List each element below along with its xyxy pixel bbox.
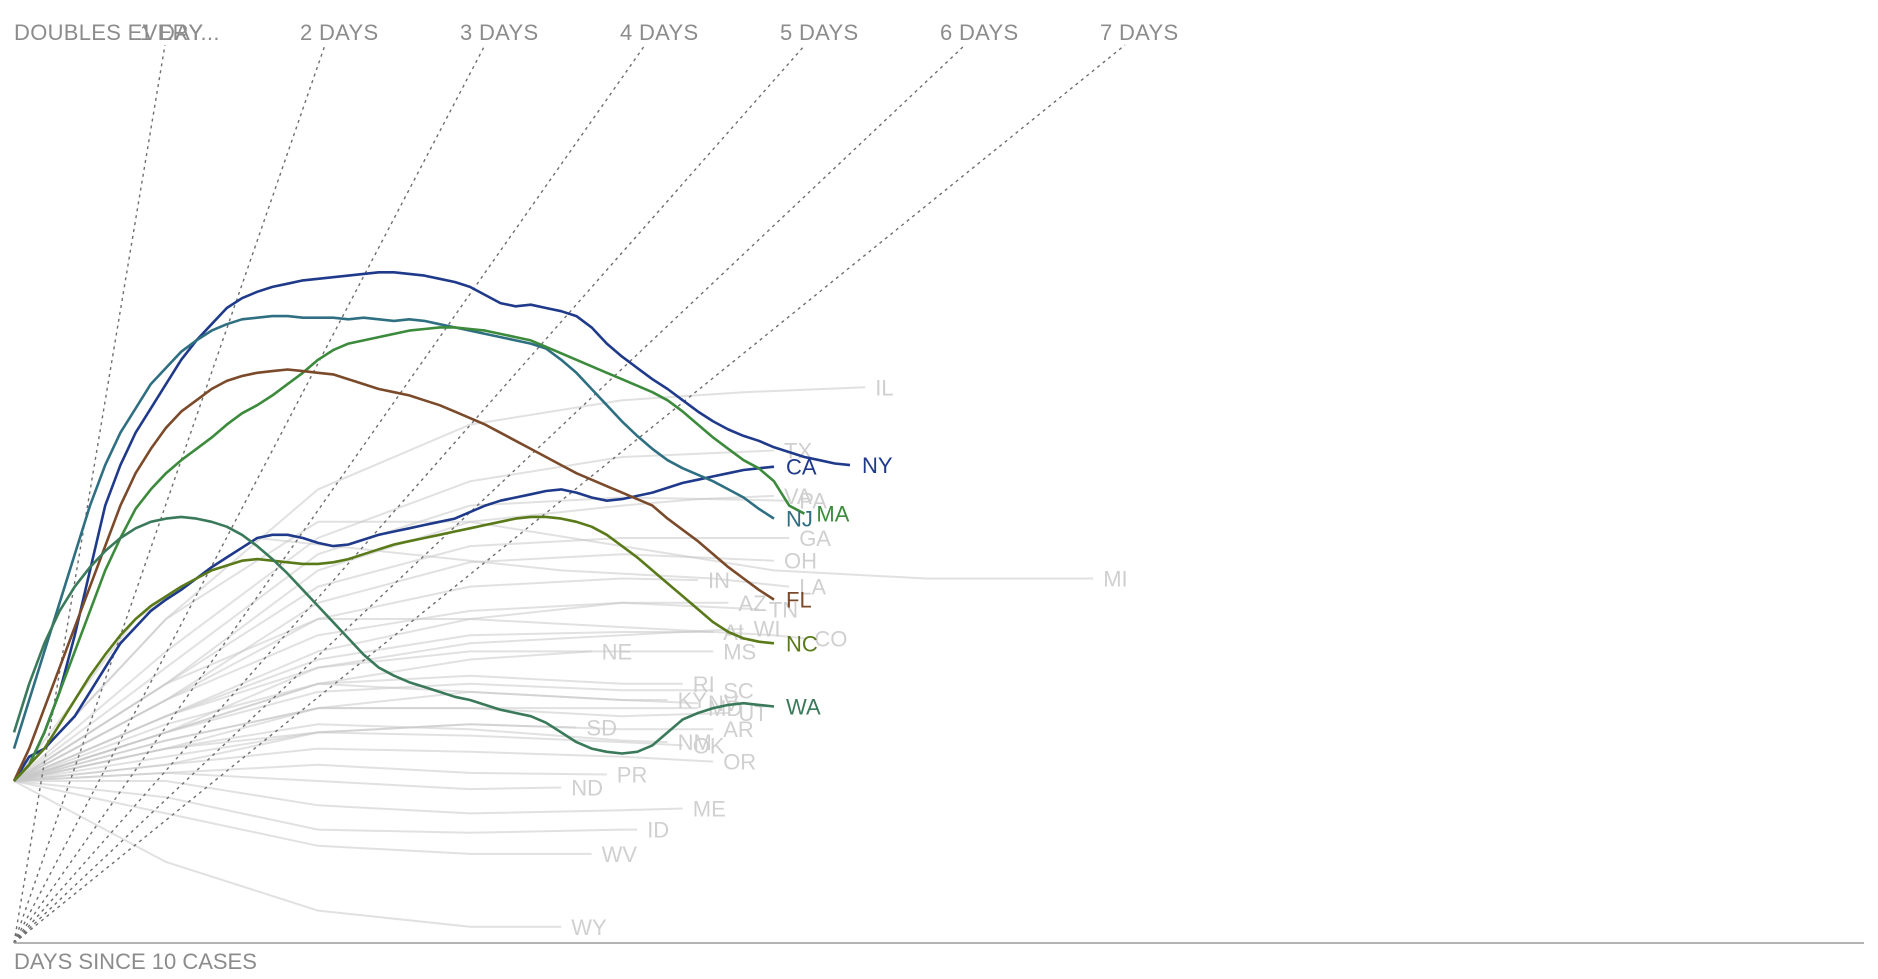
ref-line-1-day [13, 44, 166, 944]
series-line-nv [13, 682, 699, 782]
series-label-ar: AR [723, 717, 754, 742]
series-line-nc [13, 515, 775, 782]
series-label-ny: NY [862, 453, 893, 478]
series-line-nj [12, 314, 775, 749]
series-line-co [13, 618, 805, 782]
series-label-ky: KY [678, 688, 708, 713]
series-label-me: ME [693, 797, 726, 822]
ref-label-2-day: 2 DAYS [300, 20, 378, 45]
series-line-tn [13, 601, 759, 782]
series-label-in: IN [708, 568, 730, 593]
series-line-ca [12, 465, 775, 782]
ref-label-4-day: 4 DAYS [620, 20, 698, 45]
series-line-wy [13, 780, 562, 928]
series-label-id: ID [647, 818, 669, 843]
series-label-pa: PA [799, 489, 827, 514]
series-line-wv [13, 780, 592, 855]
series-label-nj: NJ [786, 507, 813, 532]
series-label-sc: SC [723, 678, 754, 703]
series-line-tx [13, 449, 775, 782]
series-label-nd: ND [571, 775, 603, 800]
series-label-or: OR [723, 750, 756, 775]
series-label-ok: OK [693, 733, 725, 758]
series-label-ga: GA [799, 526, 831, 551]
ref-line-5-day [13, 44, 806, 944]
series-label-wa: WA [786, 694, 821, 719]
series-line-ut [13, 707, 729, 782]
series-label-il: IL [875, 375, 893, 400]
series-label-oh: OH [784, 549, 817, 574]
series-label-wv: WV [602, 842, 638, 867]
ref-line-4-day [13, 44, 646, 944]
ref-line-6-day [13, 44, 966, 944]
series-line-ms [13, 650, 714, 782]
series-label-nc: NC [786, 631, 818, 656]
series-line-ny [13, 271, 851, 782]
series-label-mi: MI [1103, 567, 1127, 592]
ref-label-1-day: 1 DAY [140, 20, 203, 45]
series-label-tn: TN [769, 597, 798, 622]
ref-label-3-day: 3 DAYS [460, 20, 538, 45]
series-label-fl: FL [786, 588, 812, 613]
series-line-ma [13, 326, 806, 782]
series-line-or [13, 747, 714, 782]
series-label-wy: WY [571, 915, 607, 940]
series-line-ok [13, 731, 683, 782]
series-label-ma: MA [816, 502, 849, 527]
ref-label-7-day: 7 DAYS [1100, 20, 1178, 45]
series-line-mi [13, 520, 1094, 782]
series-label-wi: WI [754, 617, 781, 642]
series-line-fl [12, 368, 775, 782]
series-label-az: AZ [738, 591, 766, 616]
ref-line-3-day [13, 44, 486, 944]
series-line-nd [13, 771, 562, 791]
series-line-pa [13, 496, 790, 782]
series-line-ar [13, 723, 714, 782]
series-label-co: CO [814, 626, 847, 651]
x-axis-label: DAYS SINCE 10 CASES [14, 949, 257, 974]
ref-line-2-day [13, 44, 326, 944]
series-label-nm: NM [678, 730, 712, 755]
series-line-me [14, 780, 683, 815]
series-label-la: LA [799, 575, 826, 600]
series-label-ms: MS [723, 639, 756, 664]
ref-label-5-day: 5 DAYS [780, 20, 858, 45]
series-label-pr: PR [617, 763, 648, 788]
series-line-wa [12, 515, 775, 755]
ref-line-7-day [13, 44, 1126, 944]
reference-title: DOUBLES EVERY... [14, 20, 220, 45]
series-labels: NY CA NJ MA FL NC WA [786, 453, 893, 719]
highlighted-series-group [12, 271, 851, 782]
ref-label-6-day: 6 DAYS [940, 20, 1018, 45]
series-label-ca: CA [786, 455, 817, 480]
series-line-id [13, 780, 638, 834]
series-line-oh [13, 553, 775, 782]
doubling-reference-lines: 1 DAY 2 DAYS 3 DAYS 4 DAYS 5 DAYS 6 DAYS 7 DAY… [13, 20, 1178, 944]
